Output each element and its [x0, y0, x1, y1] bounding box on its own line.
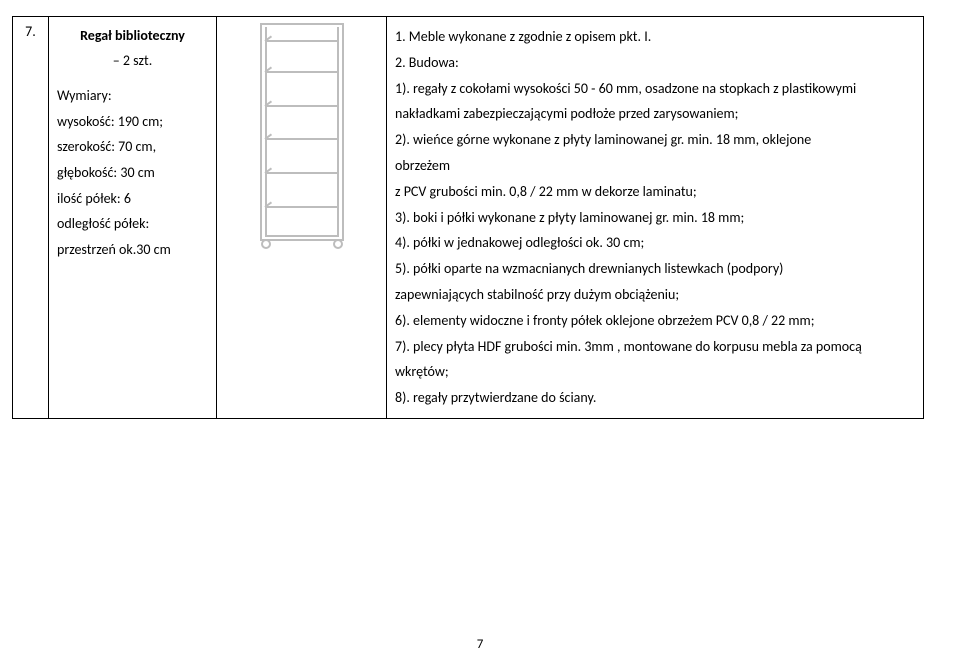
desc-line: 4). półki w jednakowej odległości ok. 30… — [395, 231, 915, 255]
image-cell — [217, 17, 387, 419]
row-number: 7. — [25, 23, 36, 40]
desc-line: 3). boki i półki wykonane z płyty lamino… — [395, 206, 915, 230]
item-qty: – 2 szt. — [57, 52, 208, 81]
shelf-count: ilość półek: 6 — [57, 188, 208, 210]
desc-line: z PCV grubości min. 0,8 / 22 mm w dekorz… — [395, 180, 915, 204]
desc-line: 6). elementy widoczne i fronty półek okl… — [395, 309, 915, 333]
desc-line: nakładkami zabezpieczającymi podłoże prz… — [395, 102, 915, 126]
item-title: Regał biblioteczny — [57, 23, 208, 52]
shelf-spacing-label: odległość półek: — [57, 213, 208, 235]
desc-line: 1). regały z cokołami wysokości 50 - 60 … — [395, 77, 915, 101]
desc-line: obrzeżem — [395, 154, 915, 178]
desc-line: zapewniających stabilność przy dużym obc… — [395, 283, 915, 307]
row-number-cell: 7. — [13, 17, 49, 419]
desc-line: 8). regały przytwierdzane do ściany. — [395, 386, 915, 410]
bookshelf-icon — [257, 23, 347, 255]
description-block: 1. Meble wykonane z zgodnie z opisem pkt… — [395, 25, 915, 410]
spec-cell: Regał biblioteczny – 2 szt. Wymiary: wys… — [49, 17, 217, 419]
dim-height: wysokość: 190 cm; — [57, 111, 208, 133]
desc-line: 2. Budowa: — [395, 51, 915, 75]
desc-line: 7). plecy płyta HDF grubości min. 3mm , … — [395, 335, 915, 359]
spec-table: 7. Regał biblioteczny – 2 szt. Wymiary: … — [12, 16, 924, 419]
table-row: 7. Regał biblioteczny – 2 szt. Wymiary: … — [13, 17, 924, 419]
shelf-spacing-value: przestrzeń ok.30 cm — [57, 239, 208, 261]
dim-width: szerokość: 70 cm, — [57, 136, 208, 158]
dim-depth: głębokość: 30 cm — [57, 162, 208, 184]
desc-line: wkrętów; — [395, 360, 915, 384]
page: 7. Regał biblioteczny – 2 szt. Wymiary: … — [0, 0, 960, 662]
desc-line: 1. Meble wykonane z zgodnie z opisem pkt… — [395, 25, 915, 49]
desc-line: 2). wieńce górne wykonane z płyty lamino… — [395, 128, 915, 152]
desc-line: 5). półki oparte na wzmacnianych drewnia… — [395, 257, 915, 281]
dimensions-block: Wymiary: wysokość: 190 cm; szerokość: 70… — [57, 85, 208, 261]
dims-label: Wymiary: — [57, 85, 208, 107]
page-number: 7 — [0, 637, 960, 652]
description-cell: 1. Meble wykonane z zgodnie z opisem pkt… — [387, 17, 924, 419]
